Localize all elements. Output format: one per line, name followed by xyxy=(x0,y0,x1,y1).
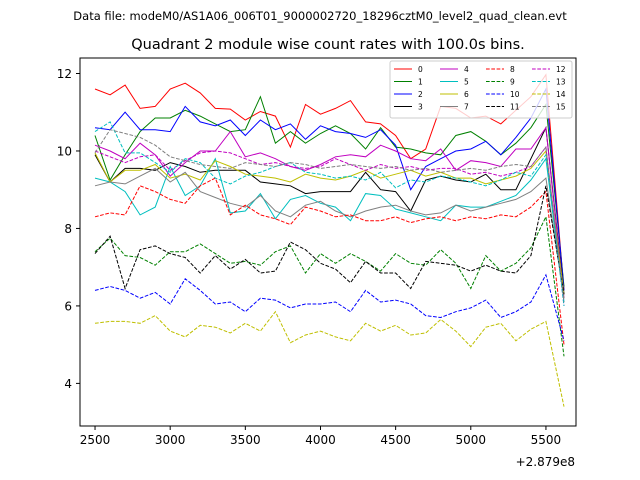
series-layer xyxy=(94,73,565,407)
y-tick-label: 4 xyxy=(64,377,72,391)
plot-area xyxy=(80,58,576,426)
series-line-15 xyxy=(94,129,565,303)
chart-title: Quadrant 2 module wise count rates with … xyxy=(131,37,525,53)
x-offset-label: +2.879e8 xyxy=(516,455,575,469)
legend-label-8: 8 xyxy=(510,65,515,74)
series-line-6 xyxy=(94,149,565,295)
legend-label-11: 11 xyxy=(510,103,520,112)
series-line-4 xyxy=(94,126,565,299)
x-tick-label: 5500 xyxy=(531,433,562,447)
x-tick-label: 4500 xyxy=(380,433,411,447)
legend-label-9: 9 xyxy=(510,78,515,87)
legend-label-12: 12 xyxy=(556,65,566,74)
legend-label-1: 1 xyxy=(418,78,423,87)
axes-frame xyxy=(79,57,577,427)
y-tick-label: 10 xyxy=(57,144,72,158)
series-line-9 xyxy=(94,215,565,357)
x-tick-label: 5000 xyxy=(456,433,487,447)
legend-label-10: 10 xyxy=(510,90,520,99)
legend-label-4: 4 xyxy=(464,65,469,74)
legend-label-6: 6 xyxy=(464,90,469,99)
legend-box xyxy=(389,60,573,119)
series-line-12 xyxy=(94,145,565,306)
legend-label-7: 7 xyxy=(464,103,469,112)
series-line-7 xyxy=(94,167,565,299)
x-tick-label: 3000 xyxy=(155,433,186,447)
series-line-14 xyxy=(94,310,565,407)
series-line-5 xyxy=(94,157,565,303)
series-line-2 xyxy=(94,87,565,291)
series-line-10 xyxy=(94,273,565,341)
legend-label-13: 13 xyxy=(556,78,566,87)
legend-label-0: 0 xyxy=(418,65,423,74)
series-line-1 xyxy=(94,95,565,287)
y-tick-label: 12 xyxy=(57,67,72,81)
series-line-3 xyxy=(94,125,565,295)
x-tick-label: 4000 xyxy=(305,433,336,447)
y-tick-label: 6 xyxy=(64,299,72,313)
legend-label-14: 14 xyxy=(556,90,566,99)
legend-label-2: 2 xyxy=(418,90,423,99)
legend-label-5: 5 xyxy=(464,78,469,87)
legend-label-3: 3 xyxy=(418,103,423,112)
x-tick-label: 2500 xyxy=(80,433,111,447)
legend-label-15: 15 xyxy=(556,103,566,112)
y-tick-label: 8 xyxy=(64,222,72,236)
series-line-13 xyxy=(94,121,565,306)
x-tick-label: 3500 xyxy=(230,433,261,447)
series-line-11 xyxy=(94,185,565,295)
figure-suptitle: Data file: modeM0/AS1A06_006T01_90000027… xyxy=(73,9,567,23)
